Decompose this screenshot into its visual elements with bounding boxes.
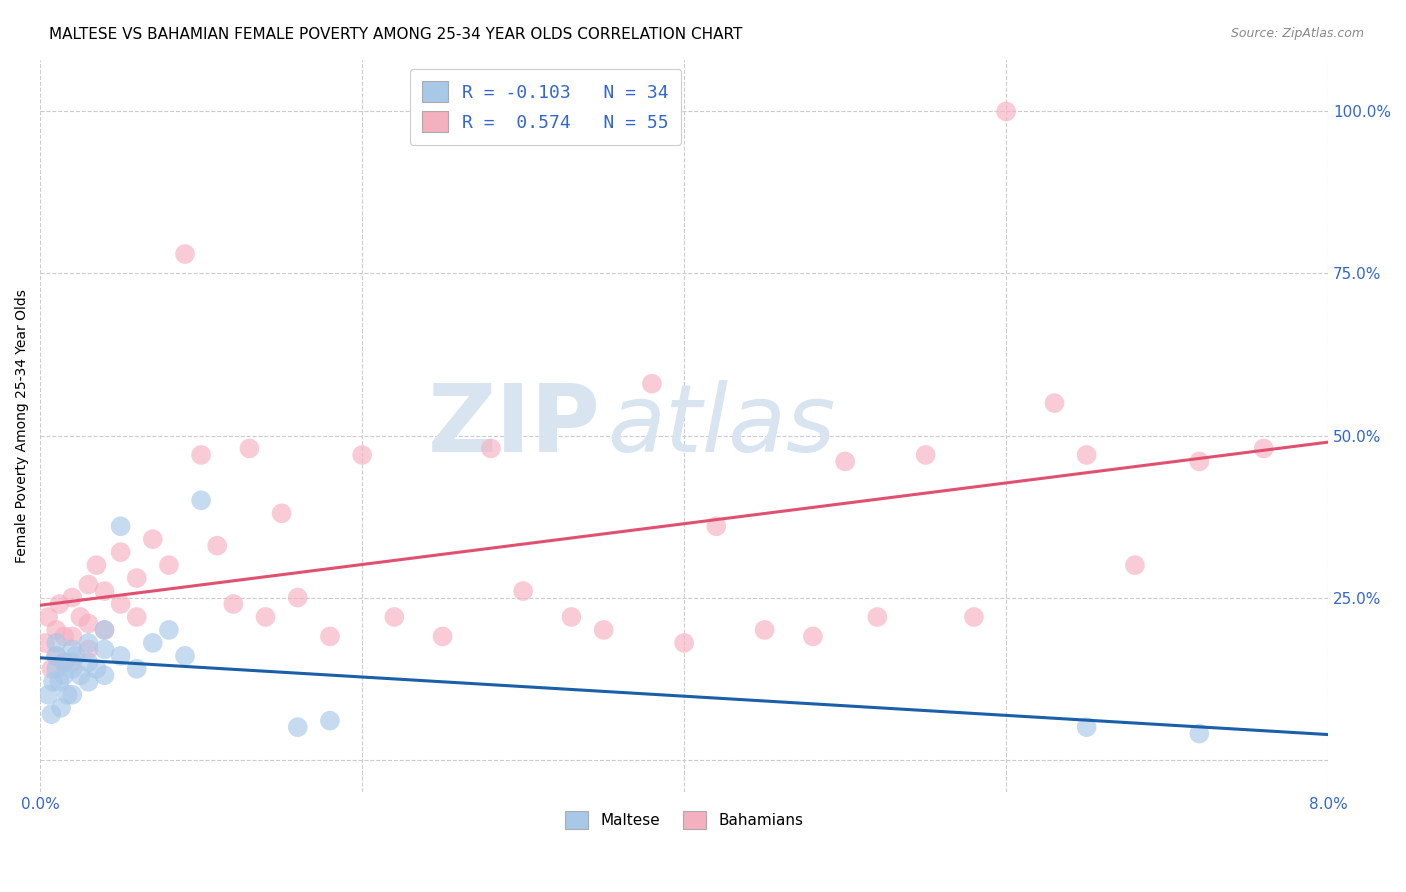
Text: Source: ZipAtlas.com: Source: ZipAtlas.com: [1230, 27, 1364, 40]
Point: [77, 656, 100, 670]
Point: [205, 539, 228, 553]
Point: [270, 506, 292, 520]
Point: [382, 610, 405, 624]
Point: [77, 616, 100, 631]
Point: [49, 700, 72, 714]
Point: [560, 610, 582, 624]
Point: [48, 674, 70, 689]
Point: [110, 519, 132, 533]
Point: [93, 642, 115, 657]
Point: [60, 688, 83, 702]
Point: [60, 629, 83, 643]
Legend: Maltese, Bahamians: Maltese, Bahamians: [560, 805, 810, 836]
Point: [69, 668, 91, 682]
Point: [641, 376, 664, 391]
Point: [801, 629, 824, 643]
Point: [319, 714, 342, 728]
Point: [963, 610, 986, 624]
Point: [45, 623, 67, 637]
Point: [86, 558, 108, 573]
Point: [34, 636, 56, 650]
Point: [45, 636, 67, 650]
Point: [1188, 726, 1211, 740]
Point: [995, 104, 1018, 119]
Point: [1076, 720, 1098, 734]
Point: [479, 442, 502, 456]
Point: [512, 584, 534, 599]
Point: [77, 674, 100, 689]
Point: [42, 674, 65, 689]
Point: [174, 247, 197, 261]
Point: [93, 623, 115, 637]
Point: [110, 545, 132, 559]
Point: [254, 610, 277, 624]
Point: [704, 519, 727, 533]
Point: [65, 648, 87, 663]
Point: [110, 597, 132, 611]
Point: [77, 642, 100, 657]
Point: [53, 668, 76, 682]
Point: [914, 448, 936, 462]
Point: [53, 656, 76, 670]
Point: [110, 648, 132, 663]
Point: [754, 623, 776, 637]
Point: [352, 448, 374, 462]
Point: [60, 642, 83, 657]
Point: [41, 707, 63, 722]
Point: [93, 623, 115, 637]
Text: ZIP: ZIP: [427, 380, 600, 472]
Point: [142, 636, 165, 650]
Point: [673, 636, 696, 650]
Point: [86, 662, 108, 676]
Point: [48, 597, 70, 611]
Point: [45, 662, 67, 676]
Point: [287, 720, 309, 734]
Point: [37, 688, 59, 702]
Point: [60, 591, 83, 605]
Point: [53, 656, 76, 670]
Point: [53, 629, 76, 643]
Point: [174, 648, 197, 663]
Point: [190, 493, 212, 508]
Point: [319, 629, 342, 643]
Point: [93, 668, 115, 682]
Text: MALTESE VS BAHAMIAN FEMALE POVERTY AMONG 25-34 YEAR OLDS CORRELATION CHART: MALTESE VS BAHAMIAN FEMALE POVERTY AMONG…: [49, 27, 742, 42]
Point: [93, 584, 115, 599]
Point: [45, 648, 67, 663]
Point: [125, 571, 148, 585]
Point: [287, 591, 309, 605]
Point: [37, 610, 59, 624]
Point: [125, 662, 148, 676]
Y-axis label: Female Poverty Among 25-34 Year Olds: Female Poverty Among 25-34 Year Olds: [15, 289, 30, 563]
Point: [1043, 396, 1066, 410]
Point: [1076, 448, 1098, 462]
Point: [190, 448, 212, 462]
Point: [432, 629, 454, 643]
Point: [77, 636, 100, 650]
Point: [1253, 442, 1275, 456]
Point: [60, 656, 83, 670]
Text: atlas: atlas: [607, 380, 835, 471]
Point: [238, 442, 260, 456]
Point: [222, 597, 245, 611]
Point: [157, 623, 180, 637]
Point: [592, 623, 614, 637]
Point: [834, 454, 856, 468]
Point: [41, 662, 63, 676]
Point: [69, 610, 91, 624]
Point: [125, 610, 148, 624]
Point: [45, 648, 67, 663]
Point: [1188, 454, 1211, 468]
Point: [866, 610, 889, 624]
Point: [77, 577, 100, 591]
Point: [142, 532, 165, 546]
Point: [56, 688, 79, 702]
Point: [1123, 558, 1146, 573]
Point: [157, 558, 180, 573]
Point: [60, 662, 83, 676]
